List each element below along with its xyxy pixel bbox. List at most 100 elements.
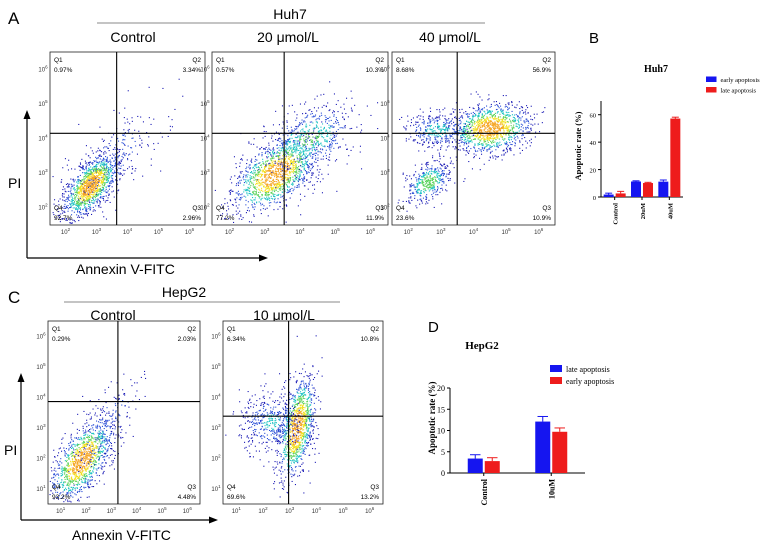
event-dot: [119, 172, 121, 174]
event-dot: [83, 198, 85, 200]
event-dot: [465, 126, 467, 128]
event-dot: [126, 118, 128, 120]
event-dot: [285, 143, 287, 145]
event-dot: [85, 200, 87, 202]
event-dot: [294, 178, 296, 180]
event-dot: [292, 165, 294, 167]
event-dot: [350, 149, 352, 151]
event-dot: [446, 164, 448, 166]
event-dot: [488, 144, 490, 146]
event-dot: [482, 117, 484, 119]
event-dot: [509, 149, 511, 151]
event-dot: [496, 143, 498, 145]
event-dot: [331, 143, 333, 145]
event-dot: [270, 159, 272, 161]
event-dot: [86, 176, 88, 178]
event-dot: [291, 170, 293, 172]
event-dot: [517, 116, 519, 118]
event-dot: [483, 149, 485, 151]
event-dot: [111, 172, 113, 174]
event-dot: [268, 174, 270, 176]
event-dot: [309, 181, 311, 183]
event-dot: [259, 170, 261, 172]
event-dot: [61, 218, 63, 220]
event-dot: [513, 124, 515, 126]
event-dot: [505, 105, 507, 107]
event-dot: [471, 168, 473, 170]
event-dot: [289, 171, 291, 173]
event-dot: [98, 206, 100, 208]
event-dot: [290, 161, 292, 163]
event-dot: [286, 182, 288, 184]
event-dot: [254, 193, 256, 195]
event-dot: [496, 126, 498, 128]
event-dot: [277, 180, 279, 182]
event-dot: [81, 197, 83, 199]
event-dot: [287, 140, 289, 142]
event-dot: [439, 155, 441, 157]
event-dot: [269, 170, 271, 172]
event-dot: [73, 219, 75, 221]
event-dot: [292, 160, 294, 162]
event-dot: [300, 157, 302, 159]
event-dot: [261, 146, 263, 148]
event-dot: [264, 166, 266, 168]
event-dot: [235, 167, 237, 169]
event-dot: [474, 135, 476, 137]
event-dot: [487, 136, 489, 138]
event-dot: [273, 172, 275, 174]
event-dot: [490, 123, 492, 125]
event-dot: [78, 199, 80, 201]
event-dot: [85, 190, 87, 192]
event-dot: [270, 171, 272, 173]
event-dot: [447, 129, 449, 131]
event-dot: [320, 129, 322, 131]
event-dot: [85, 182, 87, 184]
event-dot: [266, 183, 268, 185]
event-dot: [481, 148, 483, 150]
event-dot: [103, 190, 105, 192]
event-dot: [491, 145, 493, 147]
event-dot: [459, 109, 461, 111]
event-dot: [76, 190, 78, 192]
event-dot: [245, 204, 247, 206]
event-dot: [270, 149, 272, 151]
event-dot: [435, 170, 437, 172]
event-dot: [97, 199, 99, 201]
event-dot: [86, 196, 88, 198]
event-dot: [117, 151, 119, 153]
event-dot: [80, 187, 82, 189]
event-dot: [245, 188, 247, 190]
event-dot: [267, 188, 269, 190]
event-dot: [257, 173, 259, 175]
event-dot: [115, 144, 117, 146]
event-dot: [416, 186, 418, 188]
event-dot: [298, 169, 300, 171]
event-dot: [488, 148, 490, 150]
event-dot: [84, 199, 86, 201]
event-dot: [463, 144, 465, 146]
event-dot: [102, 196, 104, 198]
event-dot: [270, 170, 272, 172]
event-dot: [73, 195, 75, 197]
event-dot: [500, 122, 502, 124]
event-dot: [481, 146, 483, 148]
event-dot: [465, 133, 467, 135]
event-dot: [99, 190, 101, 192]
event-dot: [94, 186, 96, 188]
event-dot: [61, 210, 63, 212]
event-dot: [504, 143, 506, 145]
event-dot: [289, 132, 291, 134]
event-dot: [109, 182, 111, 184]
event-dot: [251, 158, 253, 160]
event-dot: [480, 140, 482, 142]
event-dot: [315, 114, 317, 116]
event-dot: [460, 121, 462, 123]
event-dot: [84, 199, 86, 201]
event-dot: [104, 150, 106, 152]
event-dot: [85, 172, 87, 174]
event-dot: [97, 190, 99, 192]
event-dot: [298, 143, 300, 145]
event-dot: [504, 142, 506, 144]
event-dot: [95, 187, 97, 189]
